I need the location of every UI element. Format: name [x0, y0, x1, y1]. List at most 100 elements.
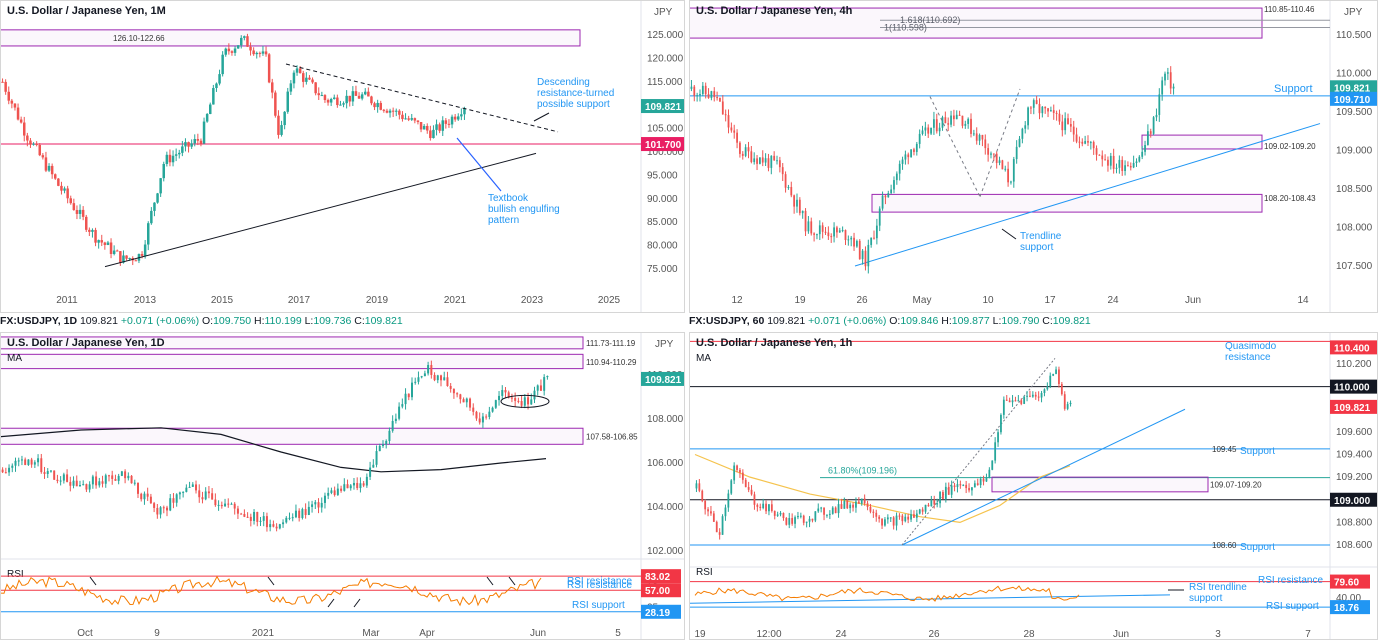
- candle-body: [379, 102, 382, 110]
- candle-body: [1138, 156, 1141, 162]
- candle-body: [488, 411, 491, 417]
- candle-body: [1101, 155, 1104, 160]
- candle-body: [933, 500, 936, 505]
- symbol[interactable]: FX:USDJPY, 60: [689, 315, 765, 327]
- daily-chart-svg[interactable]: JPY110.000108.000106.000104.000102.000Oc…: [1, 333, 685, 640]
- candle-body: [747, 147, 750, 152]
- candle-body: [1112, 155, 1115, 169]
- zone-109-label: 109.07-109.20: [1210, 480, 1262, 489]
- open-value: 109.846: [900, 315, 939, 327]
- h4-chart-svg[interactable]: JPY 110.500 110.000 109.500 109.000 108.500 10…: [690, 1, 1378, 313]
- candle-body: [869, 506, 872, 512]
- candle-body: [432, 129, 435, 139]
- moving-average-line: [1, 427, 547, 473]
- ma-indicator-label[interactable]: MA: [696, 353, 711, 364]
- candle-body: [275, 526, 278, 529]
- candle-body: [833, 227, 835, 237]
- symbol[interactable]: FX:USDJPY, 1D: [0, 315, 78, 327]
- candle-body: [1121, 159, 1124, 171]
- candle-body: [824, 231, 827, 233]
- candle-body: [94, 229, 97, 243]
- candle-body: [264, 51, 268, 55]
- candle-body: [427, 365, 430, 374]
- chart-panel-daily[interactable]: JPY110.000108.000106.000104.000102.000Oc…: [0, 332, 685, 640]
- zone-110-label: 110.94-110.29: [586, 358, 637, 367]
- candle-body: [274, 92, 277, 116]
- candle-body: [710, 91, 713, 98]
- candle-body: [233, 48, 237, 53]
- candle-body: [517, 400, 520, 402]
- hourly-chart-svg[interactable]: 110.200110.000109.800109.600109.400109.2…: [690, 333, 1378, 640]
- candle-body: [941, 117, 944, 128]
- candle-body: [367, 91, 370, 97]
- candle-body: [895, 173, 898, 181]
- candle-body: [32, 143, 35, 145]
- candle-body: [209, 104, 212, 115]
- candle-body: [227, 503, 230, 505]
- chart-panel-monthly[interactable]: JPY125.000120.000115.000110.000105.00010…: [0, 0, 685, 313]
- annotation-descending-resistance: possible support: [537, 99, 610, 110]
- y-tick-label: 104.000: [647, 502, 684, 513]
- chart-panel-4h[interactable]: JPY 110.500 110.000 109.500 109.000 108.500 10…: [689, 0, 1378, 313]
- ma-indicator-label[interactable]: MA: [7, 353, 22, 364]
- candle-body: [721, 101, 724, 115]
- y-tick-label: 115.000: [647, 77, 683, 88]
- x-tick-label: 19: [694, 629, 706, 640]
- x-tick-label: 2025: [598, 295, 621, 306]
- candle-body: [285, 517, 288, 523]
- candle-body: [1109, 155, 1112, 166]
- candle-body: [236, 45, 240, 49]
- support-label: Support: [1240, 446, 1275, 457]
- candle-body: [837, 504, 840, 514]
- y-tick-label: 108.800: [1336, 517, 1373, 528]
- candle-body: [106, 242, 110, 245]
- candle-body: [724, 114, 727, 116]
- candle-body: [185, 487, 188, 492]
- candle-body: [965, 484, 968, 489]
- candle-body: [930, 500, 933, 507]
- y-tick-label: 108.500: [1336, 184, 1373, 195]
- candle-body: [716, 97, 719, 99]
- candle-body: [1064, 118, 1067, 131]
- chart-panel-hourly[interactable]: 110.200110.000109.800109.600109.400109.2…: [689, 332, 1378, 640]
- candle-body: [114, 478, 117, 481]
- candle-body: [165, 154, 169, 164]
- candle-body: [140, 254, 144, 256]
- candle-body: [1046, 386, 1049, 390]
- candle-body: [935, 119, 938, 132]
- rsi-level-tag: 18.76: [1334, 603, 1359, 614]
- x-tick-label: 10: [982, 295, 994, 306]
- zone-126-label: 126.10-122.66: [113, 34, 165, 43]
- candle-body: [1060, 384, 1063, 395]
- candle-body: [918, 509, 921, 514]
- candle-body: [407, 393, 410, 398]
- candle-body: [860, 498, 863, 504]
- y-tick-label: 102.000: [647, 546, 684, 557]
- trendline-support: [854, 123, 1321, 267]
- x-tick-label: 2011: [56, 295, 78, 306]
- x-tick-label: 9: [154, 628, 160, 639]
- low-value: 109.790: [1001, 315, 1040, 327]
- candle-body: [1087, 141, 1089, 143]
- candle-body: [852, 504, 854, 508]
- candle-body: [91, 476, 94, 485]
- candle-body: [259, 520, 262, 522]
- candle-body: [375, 451, 378, 465]
- candle-body: [171, 155, 175, 163]
- monthly-chart-svg[interactable]: JPY125.000120.000115.000110.000105.00010…: [1, 1, 685, 313]
- candle-body: [72, 203, 76, 211]
- candle-body: [813, 233, 816, 235]
- candle-body: [75, 480, 78, 487]
- candle-body: [143, 493, 146, 500]
- candle-body: [365, 476, 368, 486]
- candle-body: [904, 154, 907, 160]
- candle-body: [910, 149, 913, 158]
- candle-body: [243, 36, 246, 38]
- candle-body: [162, 163, 165, 179]
- candle-body: [699, 94, 701, 96]
- candle-body: [224, 503, 227, 507]
- candle-body: [359, 483, 362, 489]
- candle-body: [16, 107, 20, 120]
- candle-body: [323, 495, 326, 503]
- candle-body: [849, 504, 852, 509]
